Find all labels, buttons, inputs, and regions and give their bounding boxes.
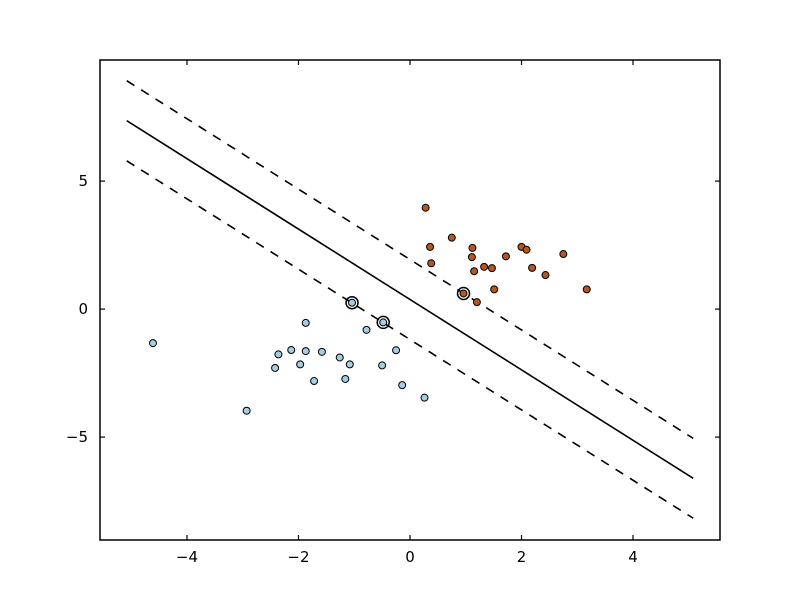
margin-lower-line [126, 160, 694, 519]
scatter-point-class_1 [528, 263, 537, 272]
scatter-point-class_0 [420, 393, 429, 402]
scatter-point-class_1 [472, 298, 481, 307]
x-tick-label: 2 [517, 548, 527, 566]
x-tick-label: −4 [176, 548, 198, 566]
scatter-point-class_1 [541, 271, 550, 280]
scatter-point-class_0 [378, 361, 387, 370]
scatter-point-class_0 [271, 363, 280, 372]
x-tick-label: 0 [405, 548, 415, 566]
scatter-point-class_1 [487, 264, 496, 273]
support-vector-ring [345, 295, 359, 310]
scatter-point-class_0 [287, 346, 296, 355]
scatter-point-class_1 [522, 245, 531, 254]
scatter-point-class_0 [379, 318, 388, 327]
scatter-point-class_0 [317, 347, 326, 356]
scatter-point-class_0 [301, 318, 310, 327]
scatter-point-class_0 [345, 360, 354, 369]
scatter-point-class_0 [242, 406, 251, 415]
scatter-point-class_1 [501, 252, 510, 261]
scatter-point-class_1 [427, 259, 436, 268]
scatter-point-class_1 [559, 250, 568, 259]
y-tick-label: −5 [66, 428, 88, 446]
scatter-point-class_1 [447, 233, 456, 242]
y-tick-label: 0 [78, 300, 88, 318]
scatter-point-class_1 [490, 285, 499, 294]
support-vector-ring [376, 315, 390, 330]
decision-boundary-line [126, 119, 694, 479]
scatter-point-class_1 [459, 289, 468, 298]
scatter-point-class_0 [296, 360, 305, 369]
scatter-point-class_0 [310, 377, 319, 386]
scatter-point-class_0 [335, 353, 344, 362]
scatter-point-class_0 [301, 347, 310, 356]
scatter-point-class_0 [362, 325, 371, 334]
x-tick-label: −2 [287, 548, 309, 566]
scatter-point-class_1 [467, 253, 476, 262]
scatter-point-class_1 [480, 262, 489, 271]
scatter-point-class_0 [348, 298, 357, 307]
scatter-point-class_1 [582, 285, 591, 294]
scatter-point-class_0 [274, 350, 283, 359]
margin-upper-line [126, 80, 694, 440]
scatter-point-class_1 [468, 243, 477, 252]
scatter-point-class_0 [398, 381, 407, 390]
scatter-point-class_1 [470, 267, 479, 276]
scatter-point-class_0 [341, 374, 350, 383]
support-vector-ring [456, 286, 471, 301]
scatter-point-class_1 [421, 203, 430, 212]
scatter-point-class_0 [148, 339, 157, 348]
x-tick-label: 4 [628, 548, 638, 566]
scatter-point-class_1 [426, 242, 435, 251]
y-tick-label: 5 [78, 172, 88, 190]
scatter-point-class_0 [392, 346, 401, 355]
